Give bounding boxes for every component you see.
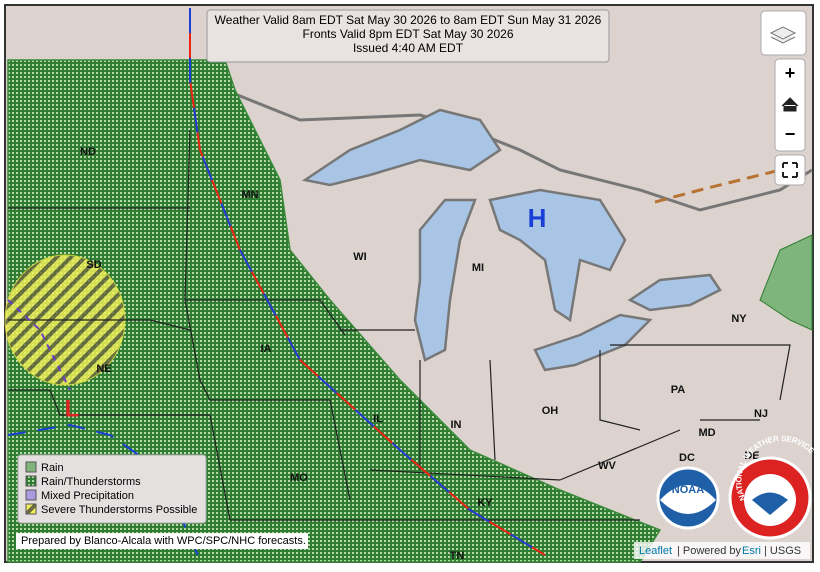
legend-label: Rain bbox=[41, 462, 64, 474]
low-pressure: L bbox=[65, 395, 80, 422]
legend-swatch bbox=[25, 503, 37, 515]
zoom-in[interactable]: + bbox=[785, 63, 796, 83]
state-label: OH bbox=[542, 405, 559, 417]
legend-swatch bbox=[25, 461, 37, 473]
rain-area bbox=[759, 234, 813, 331]
state-label: ND bbox=[80, 146, 96, 158]
high-pressure: H bbox=[528, 203, 547, 233]
state-label: WV bbox=[598, 460, 616, 472]
fullscreen-button[interactable] bbox=[774, 154, 806, 186]
noaa-text: NOAA bbox=[672, 484, 704, 496]
attribution-text: | Powered by bbox=[677, 545, 742, 557]
legend-label: Mixed Precipitation bbox=[41, 490, 134, 502]
attribution-box bbox=[634, 542, 810, 559]
home-button[interactable] bbox=[781, 97, 799, 112]
great-lakes bbox=[301, 108, 722, 372]
state-label: NJ bbox=[754, 408, 768, 420]
nws-icon bbox=[752, 492, 788, 515]
state-label: IL bbox=[373, 413, 383, 425]
legend bbox=[17, 454, 207, 524]
noaa-wave bbox=[660, 485, 716, 514]
state-label: TN bbox=[450, 550, 465, 562]
trough bbox=[654, 168, 781, 204]
header-box bbox=[206, 9, 610, 63]
state-label: MN bbox=[241, 189, 258, 201]
state-label: IN bbox=[451, 419, 462, 431]
state-label: NY bbox=[731, 313, 747, 325]
state-label: KY bbox=[477, 497, 493, 509]
border bbox=[223, 60, 813, 212]
credit: Prepared by Blanco-Alcala with WPC/SPC/N… bbox=[21, 535, 306, 547]
credit-box bbox=[16, 533, 308, 549]
state-label: DE bbox=[744, 450, 759, 462]
legend-swatch bbox=[25, 475, 37, 487]
zoom-out[interactable]: − bbox=[785, 124, 796, 144]
attribution-text: | USGS bbox=[764, 545, 801, 557]
state-label: WI bbox=[353, 251, 366, 263]
state-label: IA bbox=[261, 343, 272, 355]
state-label: PA bbox=[671, 384, 686, 396]
legend-label: Severe Thunderstorms Possible bbox=[41, 504, 197, 516]
legend-swatch bbox=[25, 489, 37, 501]
header-line: Issued 4:40 AM EDT bbox=[353, 41, 464, 55]
attribution-link[interactable]: Esri bbox=[742, 545, 761, 557]
fullscreen-icon bbox=[782, 162, 798, 178]
state-labels: ND MN SD WI MI IA NE IL IN OH PA NY KY MO WV MD DC DE NJ TN bbox=[80, 146, 768, 562]
front-cold bbox=[189, 8, 546, 556]
state-label: SD bbox=[86, 259, 101, 271]
state-label: MD bbox=[698, 427, 715, 439]
header-line: Fronts Valid 8pm EDT Sat May 30 2026 bbox=[303, 27, 514, 41]
state-label: NE bbox=[96, 363, 111, 375]
state-label: MI bbox=[472, 262, 484, 274]
state-borders bbox=[8, 129, 791, 521]
state-label: DC bbox=[679, 452, 695, 464]
header-line: Weather Valid 8am EDT Sat May 30 2026 to… bbox=[215, 13, 602, 27]
legend-label: Rain/Thunderstorms bbox=[41, 476, 141, 488]
state-label: MO bbox=[290, 472, 308, 484]
layers-icon bbox=[769, 26, 797, 44]
dryline bbox=[7, 299, 71, 391]
attribution-link[interactable]: Leaflet bbox=[639, 545, 672, 557]
